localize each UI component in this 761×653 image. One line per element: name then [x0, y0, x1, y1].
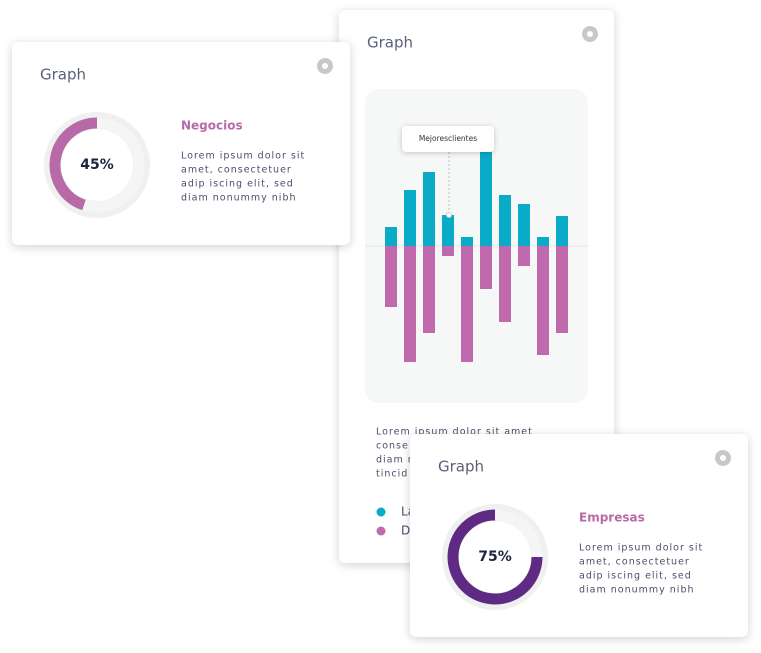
bar	[556, 246, 568, 333]
donut-label: 75%	[478, 549, 512, 565]
bar	[499, 195, 511, 246]
card-title: Graph	[40, 66, 86, 84]
tooltip	[402, 126, 494, 152]
card-text: Lorem ipsum dolor sit	[181, 151, 305, 162]
bar	[423, 246, 435, 333]
bar	[442, 215, 454, 246]
bar	[423, 172, 435, 246]
annotation-dot	[446, 212, 452, 218]
donut-arc	[49, 117, 98, 211]
card-canvas: Graph 75% Empresas Lorem ipsum dolor sit ame…	[438, 450, 731, 610]
card-title: Graph	[438, 458, 484, 476]
card-canvas: Graph Mejoresclientes Lorem ipsum dolor si…	[365, 26, 598, 538]
tooltip-text: Mejoresclientes	[419, 134, 477, 143]
donut-center	[459, 521, 531, 593]
card-title: Graph	[367, 34, 413, 52]
bar	[442, 246, 454, 256]
card-text: tincid	[376, 469, 408, 480]
bar	[404, 190, 416, 246]
bar	[385, 227, 397, 246]
bar	[537, 237, 549, 246]
settings-icon-hole	[587, 31, 593, 37]
bar	[499, 246, 511, 322]
bar	[461, 237, 473, 246]
card-text: Lorem ipsum dolor sit	[579, 543, 703, 554]
donut-center	[61, 129, 133, 201]
bar	[385, 246, 397, 307]
card-heading: Negocios	[181, 119, 243, 133]
legend-label: D	[401, 524, 410, 538]
card-text: amet, consectetuer	[579, 557, 690, 568]
card-text: Lorem ipsum dolor sit amet	[376, 427, 533, 438]
legend-dot	[376, 507, 386, 517]
card-heading: Empresas	[579, 511, 645, 525]
card-text: adip iscing elit, sed	[181, 179, 294, 190]
card-text: amet, consectetuer	[181, 165, 292, 176]
card: Graph 45% Negocios Lorem ipsum dolor sit ame…	[12, 42, 350, 245]
bar	[461, 246, 473, 362]
bar	[480, 150, 492, 246]
legend-dot	[376, 526, 386, 536]
card-canvas: Graph 45% Negocios Lorem ipsum dolor sit ame…	[40, 58, 333, 218]
bar	[404, 246, 416, 362]
bar	[537, 246, 549, 355]
card-text: adip iscing elit, sed	[579, 571, 692, 582]
card-text: diam n	[376, 455, 415, 466]
card-text: diam nonummy nibh	[579, 585, 695, 596]
bar	[480, 246, 492, 289]
bar	[518, 204, 530, 246]
settings-icon-hole	[720, 455, 726, 461]
bar	[556, 216, 568, 246]
card-text: conse	[376, 441, 409, 452]
card: Graph 75% Empresas Lorem ipsum dolor sit ame…	[410, 434, 748, 637]
settings-icon-hole	[322, 63, 328, 69]
card-text: diam nonummy nibh	[181, 193, 297, 204]
donut-arc	[447, 509, 543, 605]
donut-label: 45%	[80, 157, 114, 173]
bar	[518, 246, 530, 266]
